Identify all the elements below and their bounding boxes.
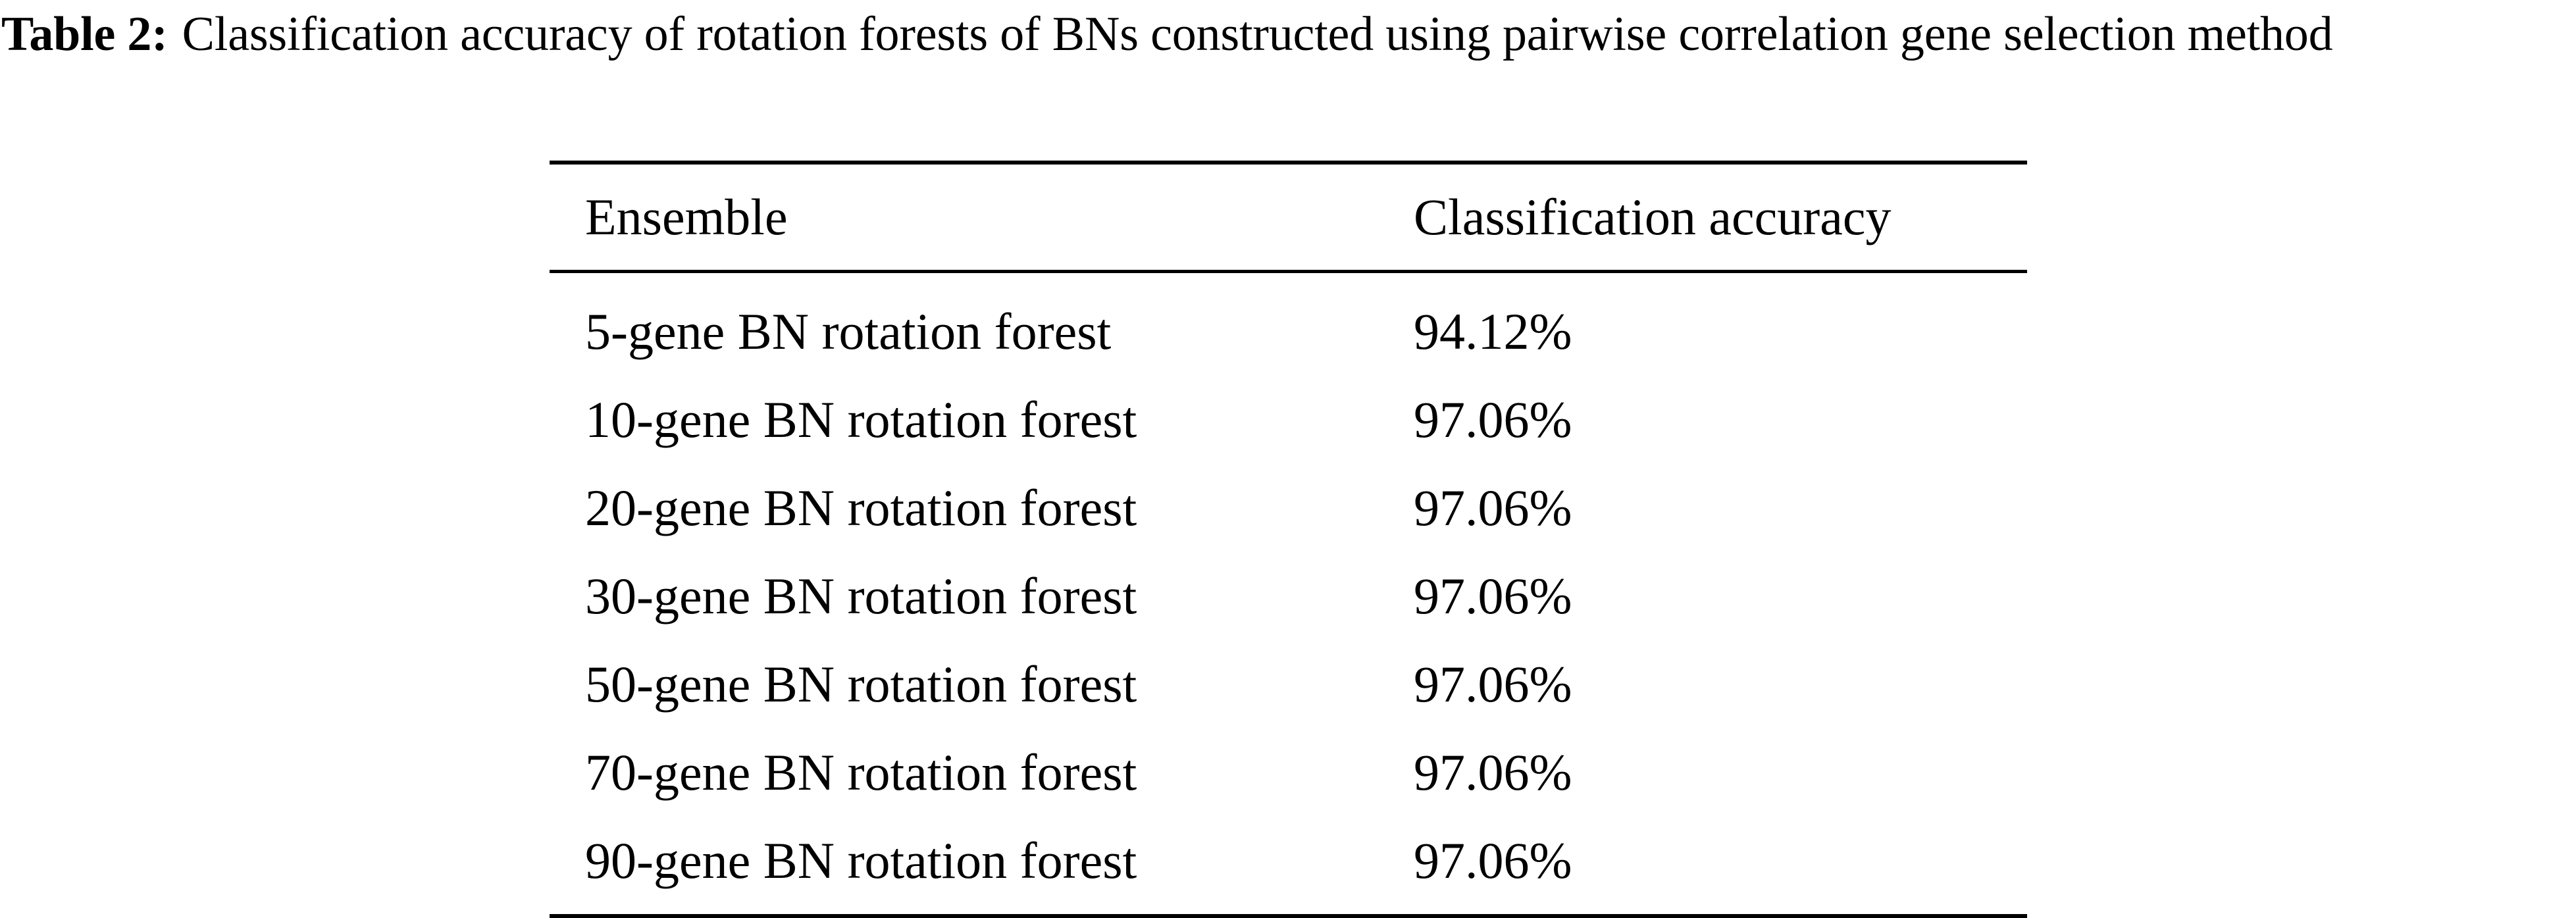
ensemble-cell: 50-gene BN rotation forest — [585, 655, 1137, 713]
accuracy-cell: 97.06% — [1414, 832, 1572, 889]
table-row: 90-gene BN rotation forest 97.06% — [550, 817, 2027, 916]
accuracy-cell: 97.06% — [1414, 655, 1572, 713]
ensemble-cell: 20-gene BN rotation forest — [585, 479, 1137, 536]
table-caption: Table 2: Classification accuracy of rotat… — [1, 4, 2575, 64]
table-body: 5-gene BN rotation forest 94.12% 10-gene… — [550, 272, 2027, 916]
accuracy-cell: 97.06% — [1414, 391, 1572, 448]
table-row: 70-gene BN rotation forest 97.06% — [550, 728, 2027, 817]
table-row: 10-gene BN rotation forest 97.06% — [550, 376, 2027, 464]
ensemble-cell: 10-gene BN rotation forest — [585, 391, 1137, 448]
ensemble-cell: 5-gene BN rotation forest — [585, 303, 1112, 360]
ensemble-cell: 70-gene BN rotation forest — [585, 744, 1137, 801]
caption-text: Classification accuracy of rotation fore… — [182, 7, 2333, 61]
accuracy-cell: 97.06% — [1414, 479, 1572, 536]
column-header-ensemble: Ensemble — [585, 188, 788, 245]
results-table-container: Ensemble Classification accuracy 5-gene … — [550, 161, 2027, 918]
table-row: 5-gene BN rotation forest 94.12% — [550, 272, 2027, 376]
ensemble-cell: 30-gene BN rotation forest — [585, 567, 1137, 625]
table-row: 30-gene BN rotation forest 97.06% — [550, 552, 2027, 640]
accuracy-cell: 94.12% — [1414, 303, 1572, 360]
header-row: Ensemble Classification accuracy — [550, 163, 2027, 272]
caption-label: Table 2: — [1, 7, 168, 61]
table-row: 20-gene BN rotation forest 97.06% — [550, 464, 2027, 552]
table-header: Ensemble Classification accuracy — [550, 163, 2027, 272]
results-table: Ensemble Classification accuracy 5-gene … — [550, 161, 2027, 918]
column-header-accuracy: Classification accuracy — [1414, 188, 1892, 245]
table-row: 50-gene BN rotation forest 97.06% — [550, 640, 2027, 728]
accuracy-cell: 97.06% — [1414, 567, 1572, 625]
accuracy-cell: 97.06% — [1414, 744, 1572, 801]
ensemble-cell: 90-gene BN rotation forest — [585, 832, 1137, 889]
